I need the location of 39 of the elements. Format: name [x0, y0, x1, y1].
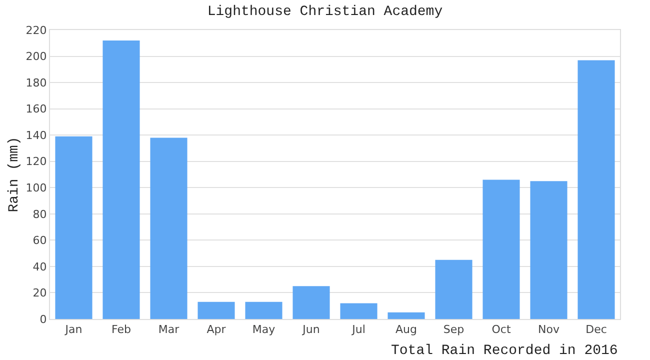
y-tick-label: 160: [26, 102, 47, 116]
y-tick-label: 200: [26, 50, 47, 64]
bar: [102, 40, 140, 319]
bar: [245, 302, 282, 319]
y-tick-label: 180: [26, 76, 47, 90]
x-tick-label: Nov: [538, 323, 560, 336]
x-tick-label: Jul: [351, 323, 366, 336]
bar: [55, 136, 92, 319]
bar: [530, 181, 568, 319]
bar: [198, 302, 235, 319]
bar: [292, 286, 330, 319]
x-tick-label: Jun: [302, 323, 320, 336]
y-tick-label: 20: [32, 286, 47, 300]
bar: [150, 138, 188, 319]
x-tick-label: Jan: [64, 323, 82, 336]
x-tick-label: Aug: [396, 323, 417, 336]
y-tick-label: 40: [32, 260, 47, 274]
x-tick-label: Feb: [112, 323, 131, 336]
y-tick-label: 220: [26, 24, 47, 37]
bar: [340, 303, 378, 319]
x-tick-label: Sep: [443, 323, 464, 336]
bar: [388, 312, 425, 319]
y-tick-label: 120: [26, 155, 47, 168]
y-tick-label: 140: [26, 128, 47, 142]
chart-title: Lighthouse Christian Academy: [207, 4, 443, 20]
bar: [578, 60, 615, 319]
x-tick-label: Oct: [492, 323, 512, 336]
bar: [482, 180, 520, 319]
y-tick-label: 60: [32, 234, 47, 248]
y-tick-label: 80: [32, 208, 47, 221]
x-tick-label: Mar: [158, 323, 180, 336]
y-tick-label: 0: [40, 312, 47, 326]
x-tick-label: Dec: [586, 323, 607, 336]
x-tick-label: May: [252, 323, 276, 336]
y-tick-label: 100: [26, 181, 47, 194]
y-axis-title: Rain (mm): [6, 136, 22, 212]
x-tick-label: Apr: [206, 323, 226, 336]
bar: [435, 260, 472, 319]
x-axis-title: Total Rain Recorded in 2016: [391, 343, 618, 359]
